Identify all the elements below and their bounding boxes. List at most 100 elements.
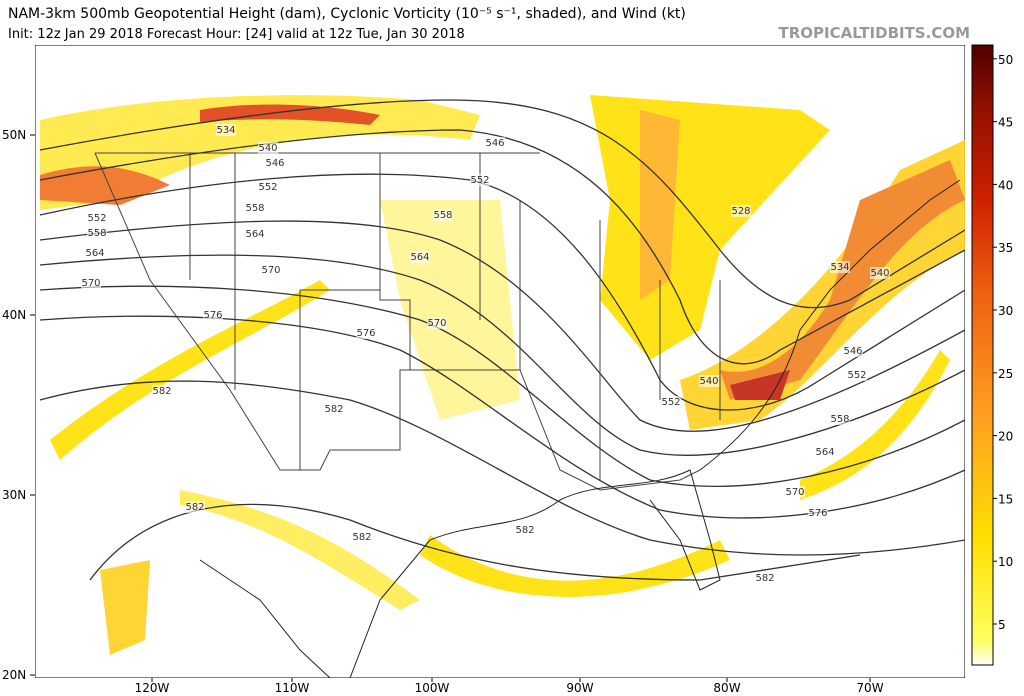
lon-label: 80W	[713, 681, 740, 695]
contour-label: 570	[427, 318, 446, 329]
contour-label: 564	[85, 248, 104, 259]
label-bg	[81, 277, 101, 289]
contour-label: 558	[433, 210, 452, 221]
map: 534 540 546 552 558 564 570 576 582 546 552 558 564 5…	[35, 45, 965, 678]
contour	[39, 285, 965, 487]
colorbar-label: 25	[998, 367, 1013, 381]
brand: TROPICALTIDBITS.COM	[779, 24, 971, 42]
contour-label: 552	[258, 182, 277, 193]
shade	[730, 370, 790, 400]
label-bg	[265, 157, 285, 169]
lat-label: 30N	[2, 488, 26, 502]
colorbar-label: 45	[998, 116, 1013, 130]
label-bg	[245, 228, 265, 240]
label-bg	[808, 507, 828, 519]
contour-label: 534	[830, 262, 849, 273]
colorbar-label: 15	[998, 492, 1013, 506]
shade	[100, 560, 150, 655]
lon-labels: 120W 110W 100W 90W 80W 70W	[135, 678, 884, 695]
lat-label: 20N	[2, 668, 26, 682]
shade	[720, 160, 965, 400]
contour	[39, 220, 965, 432]
label-bg	[485, 137, 505, 149]
lat-label: 50N	[2, 128, 26, 142]
label-bg	[216, 124, 236, 136]
contour-label: 552	[661, 397, 680, 408]
colorbar-label: 20	[998, 430, 1013, 444]
label-bg	[185, 501, 205, 513]
label-bg	[661, 396, 681, 408]
lat-labels: 50N 40N 30N 20N	[2, 128, 35, 682]
label-bg	[324, 403, 344, 415]
contour	[39, 380, 965, 556]
contour	[39, 173, 965, 411]
contour-label: 552	[847, 370, 866, 381]
label-bg	[515, 524, 535, 536]
lon-label: 90W	[566, 681, 593, 695]
contour-label: 576	[808, 508, 827, 519]
colorbar-label: 5	[998, 618, 1006, 632]
lon-label: 100W	[415, 681, 450, 695]
label-bg	[433, 209, 453, 221]
colorbar	[971, 44, 994, 666]
label-bg	[843, 345, 863, 357]
contour-label: 528	[731, 206, 750, 217]
contour-label: 564	[410, 252, 429, 263]
contour-label: 540	[699, 376, 718, 387]
label-bg	[847, 369, 867, 381]
contour-label: 540	[870, 268, 889, 279]
contour-label: 564	[245, 229, 264, 240]
label-bg	[470, 174, 490, 186]
contour-label: 570	[785, 487, 804, 498]
colorbar-label: 35	[998, 241, 1013, 255]
contour-label: 552	[470, 175, 489, 186]
contour-label: 582	[152, 386, 171, 397]
coast	[429, 469, 721, 591]
label-bg	[352, 531, 372, 543]
label-bg	[87, 227, 107, 239]
contour-label: 582	[324, 404, 343, 415]
contour-label: 558	[830, 414, 849, 425]
contour-label: 582	[352, 532, 371, 543]
contour-label: 546	[843, 346, 862, 357]
shade	[200, 104, 380, 125]
title: NAM-3km 500mb Geopotential Height (dam),…	[8, 6, 686, 22]
label-bg	[427, 317, 447, 329]
lon-label: 110W	[275, 681, 310, 695]
label-bg	[755, 572, 775, 584]
label-bg	[830, 261, 850, 273]
label-bg	[356, 327, 376, 339]
contour	[89, 503, 861, 581]
shade	[800, 350, 950, 500]
label-bg	[410, 251, 430, 263]
lon-label: 70W	[856, 681, 883, 695]
contour-label: 558	[245, 203, 264, 214]
contour	[39, 99, 965, 309]
vorticity-shading	[40, 95, 965, 655]
contour-label: 534	[216, 125, 235, 136]
colorbar-label: 50	[998, 53, 1013, 67]
contour-label: 564	[815, 447, 834, 458]
height-contours	[39, 99, 965, 581]
contour-label: 582	[515, 525, 534, 536]
contour-label: 546	[485, 138, 504, 149]
label-bg	[85, 247, 105, 259]
label-bg	[152, 385, 172, 397]
label-bg	[785, 486, 805, 498]
label-bg	[731, 205, 751, 217]
shade	[180, 490, 420, 610]
label-bg	[870, 267, 890, 279]
label-bg	[830, 413, 850, 425]
contour-label: 576	[203, 310, 222, 321]
contour	[39, 129, 965, 365]
contour-labels: 534 540 546 552 558 564 570 576 582 546 552 558 564 5…	[81, 124, 890, 584]
border	[94, 152, 701, 491]
colorbar-label: 30	[998, 304, 1013, 318]
border	[189, 153, 721, 480]
contour-label: 570	[81, 278, 100, 289]
label-bg	[699, 375, 719, 387]
contour	[39, 254, 965, 456]
label-bg	[203, 309, 223, 321]
lat-label: 40N	[2, 308, 26, 322]
